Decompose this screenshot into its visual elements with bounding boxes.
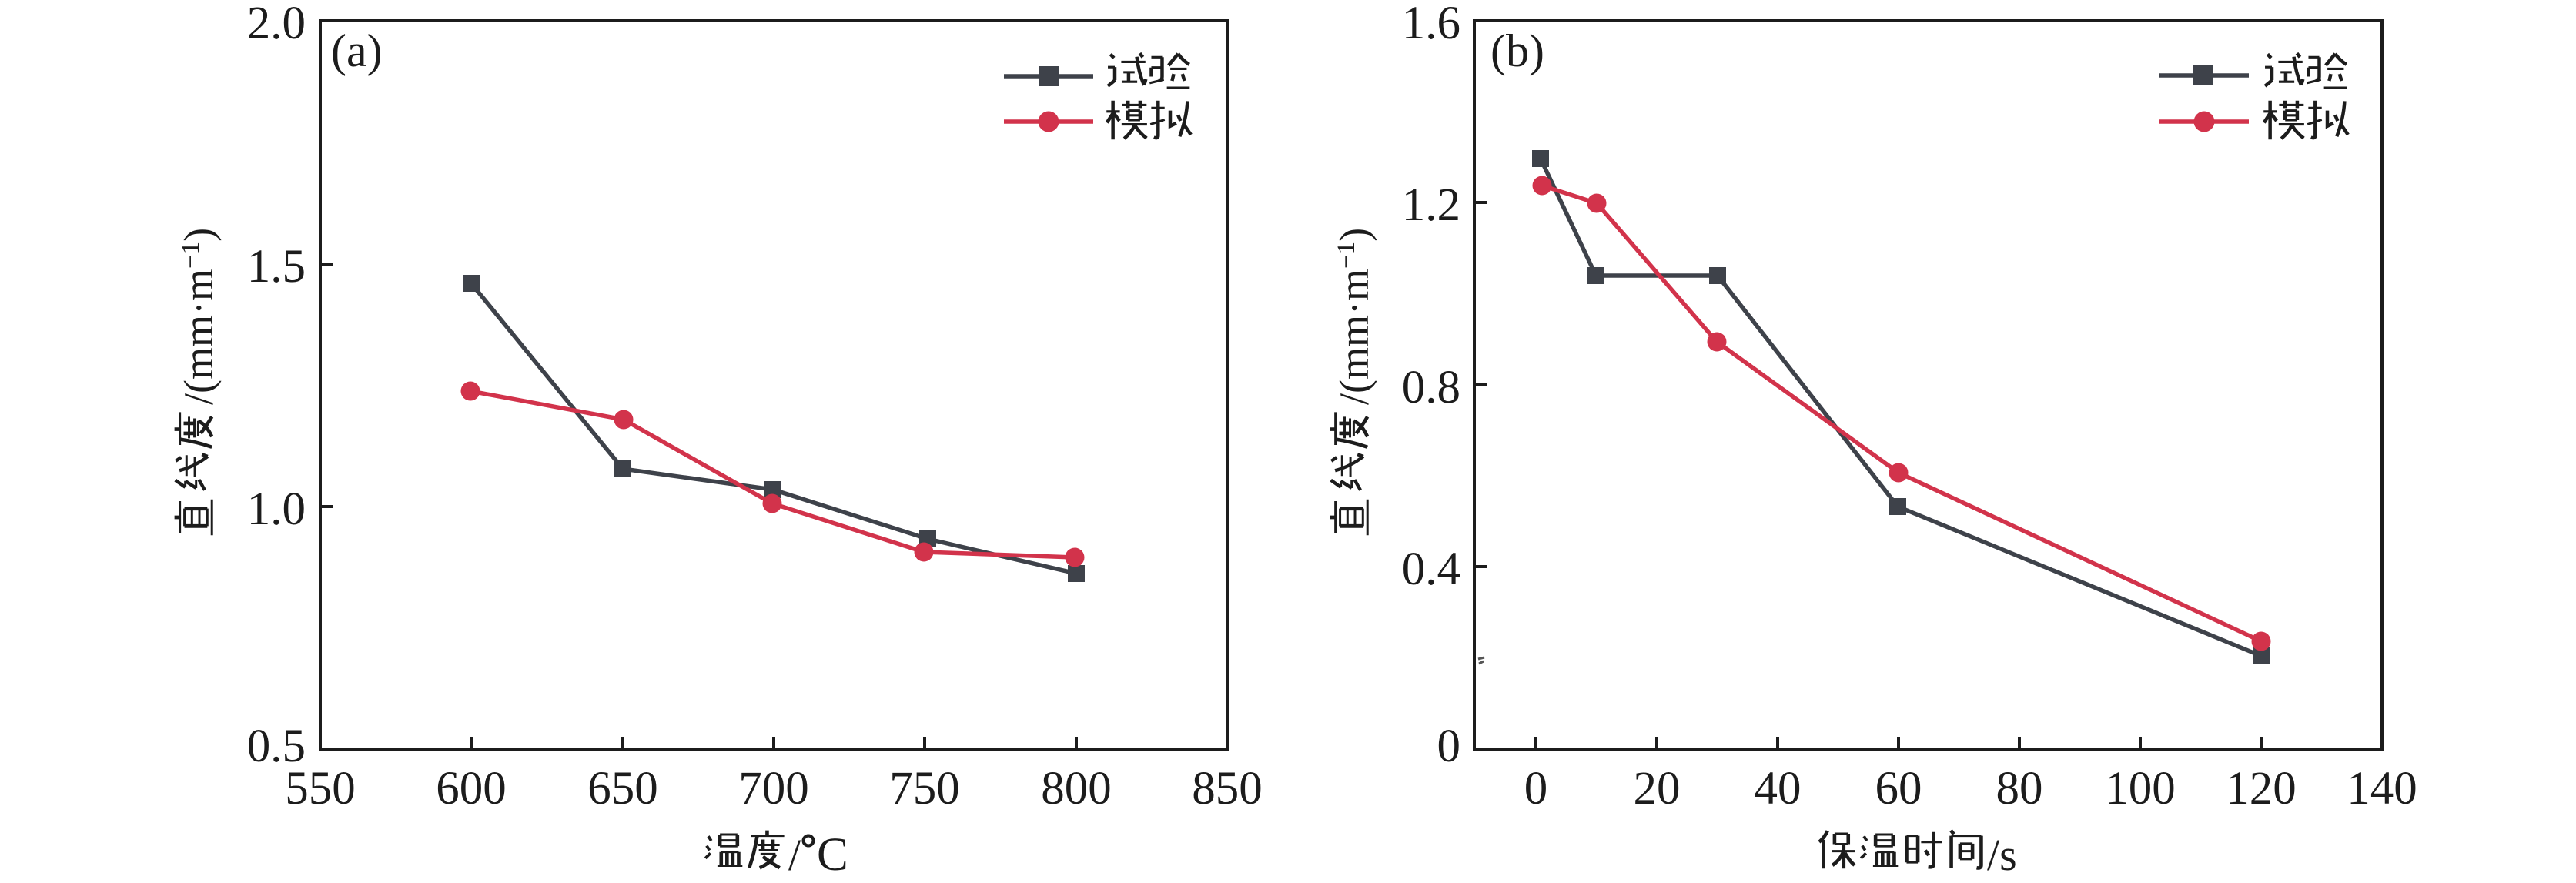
svg-text:0: 0 <box>1437 721 1461 772</box>
svg-text:1.0: 1.0 <box>247 483 306 535</box>
svg-text:20: 20 <box>1634 763 1681 814</box>
svg-text:0.5: 0.5 <box>247 721 306 772</box>
svg-text:140: 140 <box>2347 763 2417 814</box>
svg-text:2.0: 2.0 <box>247 0 306 49</box>
svg-text:60: 60 <box>1875 763 1922 814</box>
svg-text:800: 800 <box>1041 763 1112 814</box>
svg-text:100: 100 <box>2105 763 2176 814</box>
svg-text:750: 750 <box>889 763 960 814</box>
svg-text:1.6: 1.6 <box>1402 0 1460 49</box>
svg-text:550: 550 <box>285 763 356 814</box>
svg-text:80: 80 <box>1996 763 2043 814</box>
svg-text:600: 600 <box>436 763 507 814</box>
svg-text:0.8: 0.8 <box>1402 362 1460 413</box>
svg-text:650: 650 <box>587 763 658 814</box>
svg-text:850: 850 <box>1192 763 1263 814</box>
svg-text:40: 40 <box>1755 763 1802 814</box>
svg-text:0.4: 0.4 <box>1402 544 1460 595</box>
svg-text:1.5: 1.5 <box>247 241 306 293</box>
svg-text:0: 0 <box>1524 763 1548 814</box>
svg-text:1.2: 1.2 <box>1402 179 1460 231</box>
svg-text:700: 700 <box>738 763 809 814</box>
svg-text:120: 120 <box>2226 763 2297 814</box>
svg-text:/s: /s <box>1987 830 2017 879</box>
svg-text:(b): (b) <box>1490 25 1544 76</box>
svg-text:C: C <box>817 829 848 879</box>
svg-text:(a): (a) <box>331 25 383 76</box>
svg-text:/: / <box>788 830 801 879</box>
